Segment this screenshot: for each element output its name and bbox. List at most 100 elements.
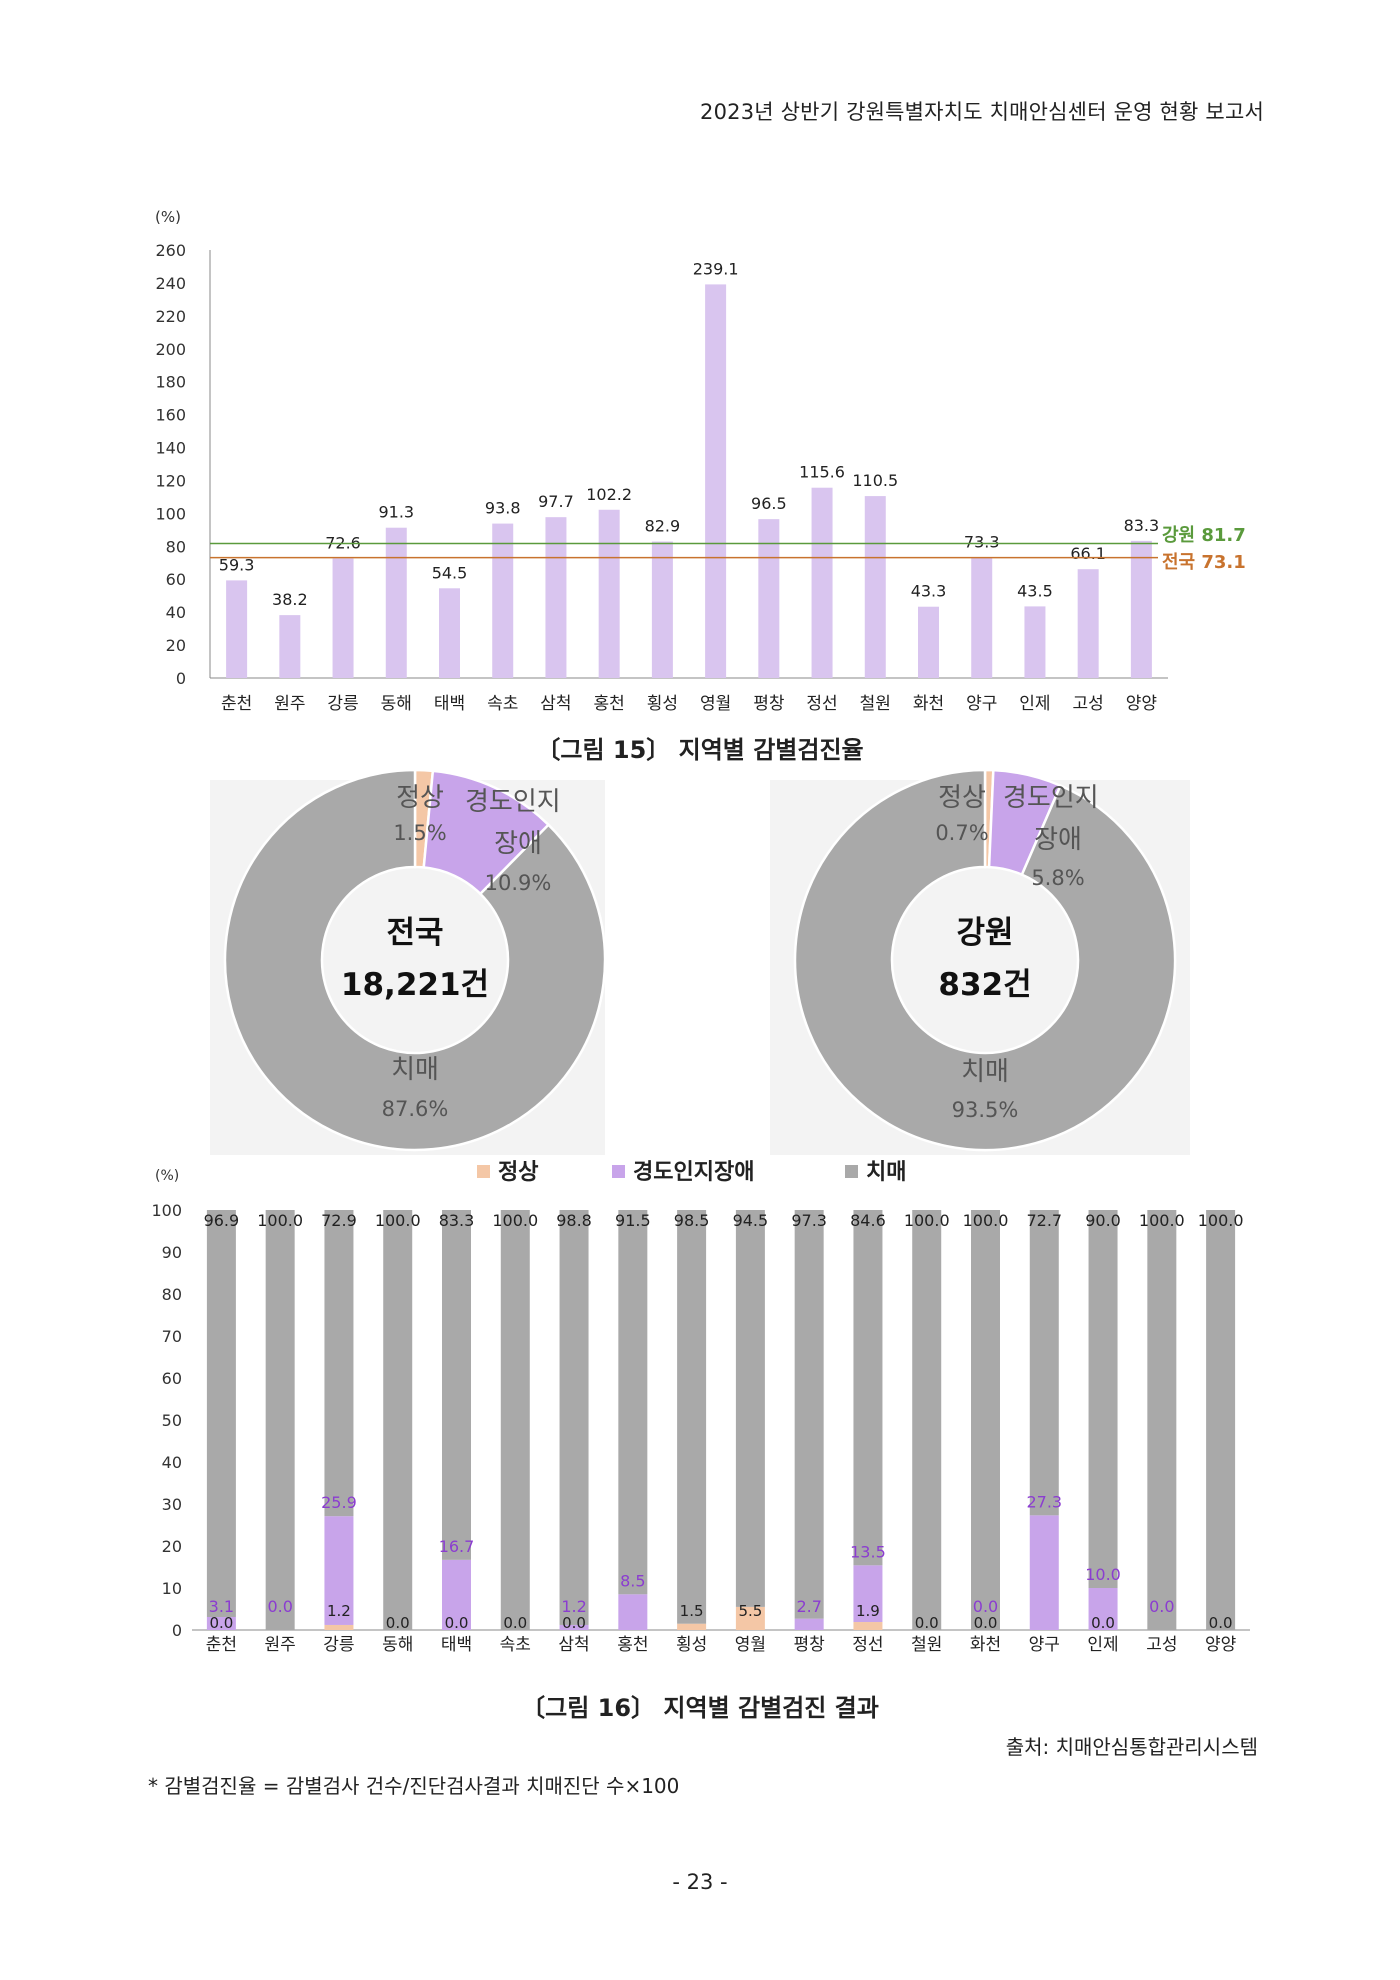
fig15-value-label: 110.5 [852,471,898,490]
fig16-bar-segment [794,1618,824,1630]
fig16-bar-segment [324,1624,354,1630]
fig16-legend-swatch [477,1165,490,1178]
fig16-dementia-label: 90.0 [1085,1211,1121,1230]
fig16-bar-segment [1029,1210,1059,1516]
fig16-bar-segment [206,1210,236,1617]
fig16-normal-label: 1.9 [856,1602,880,1620]
fig15-y-tick: 120 [155,471,186,490]
fig15-category-label: 화천 [913,694,944,714]
fig16-mci-label: 1.2 [561,1597,586,1616]
donut-slice-label: 치매 [391,1055,439,1085]
fig15-category-label: 횡성 [647,694,678,714]
fig16-legend-swatch [612,1165,625,1178]
fig16-normal-label: 0.0 [209,1614,233,1632]
fig16-legend-swatch [845,1165,858,1178]
fig16-bar-segment [324,1516,354,1625]
fig15-value-label: 43.3 [911,582,947,601]
fig15-category-label: 원주 [274,694,305,714]
fig16-y-tick: 80 [162,1285,182,1304]
fig15-category-label: 영월 [700,694,731,714]
fig16-bar-segment [1088,1210,1118,1588]
fig15-category-label: 철원 [860,694,891,714]
fig16-category-label: 화천 [970,1635,1001,1655]
fig16-normal-label: 0.0 [1209,1614,1233,1632]
fig15-reference-label: 전국 73.1 [1162,552,1246,573]
fig16-bar-segment [1088,1588,1118,1630]
fig16-bar-segment [618,1594,648,1630]
source-note: 출처: 치매안심통합관리시스템 [1005,1735,1258,1759]
fig16-bar-segment [677,1623,707,1630]
fig16-dementia-label: 83.3 [439,1211,475,1230]
fig15-bar [864,496,886,678]
fig15-y-tick: 140 [155,439,186,458]
fig16-normal-label: 5.5 [738,1602,762,1620]
fig15-y-tick: 80 [166,537,186,556]
fig15-value-label: 38.2 [272,590,308,609]
fig15-bar [492,523,514,678]
donut-slice-label: 1.5% [393,821,446,845]
fig15-reference-label: 강원 81.7 [1162,525,1246,546]
fig15-category-label: 삼척 [540,694,571,714]
donut-charts: 전국 18,221건 정상 1.5% 경도인지장애 10.9% 치매 87.6% 강원 832건 정… [210,768,1190,1155]
donut-slice-label: 93.5% [952,1098,1019,1122]
fig15-value-label: 239.1 [693,259,739,278]
donut-center-title: 강원 [956,915,1013,951]
donut-slice-label: 경도인지 [465,787,561,817]
fig15-bar [1024,606,1046,678]
fig15-bar [918,606,939,678]
fig15-bar-chart: (%) 0 20 40 60 80 100 120 140 160 180 200 220 240 260 5… [155,208,1246,714]
fig15-value-label: 83.3 [1124,516,1160,535]
fig16-category-label: 속초 [500,1635,531,1655]
fig15-bar [811,487,833,678]
fig16-category-label: 삼척 [558,1635,589,1655]
fig15-caption: 〔그림 15〕 지역별 감별검진율 [536,736,864,764]
fig16-legend-label: 경도인지장애 [633,1160,754,1185]
fig16-y-tick: 60 [162,1369,182,1388]
fig16-y-tick: 70 [162,1327,182,1346]
fig16-bar-segment [559,1210,589,1625]
fig15-bar [545,517,567,678]
fig15-y-tick: 20 [166,636,186,655]
fig16-y-tick: 10 [162,1579,182,1598]
fig16-bar-segment [794,1210,824,1619]
fig16-dementia-label: 96.9 [204,1211,240,1230]
fig16-dementia-label: 84.6 [850,1211,886,1230]
fig15-category-label: 양구 [966,694,997,714]
fig16-normal-label: 0.0 [915,1614,939,1632]
fig16-bar-segment [442,1559,471,1630]
donut-slice-label: 장애 [494,829,542,859]
fig16-bar-segment [853,1210,883,1566]
fig15-category-label: 홍천 [594,694,625,714]
donut-slice-label: 정상 [938,783,986,813]
fig15-value-label: 102.2 [586,485,632,504]
fig16-mci-label: 27.3 [1026,1492,1062,1511]
fig15-bar [226,580,248,678]
fig16-bar-segment [1206,1210,1236,1630]
fig15-bar [332,558,354,678]
fig16-normal-label: 0.0 [974,1614,998,1632]
fig16-bar-segment [559,1624,589,1630]
fig15-value-label: 96.5 [751,494,787,513]
donut-center-title: 전국 [386,915,443,951]
fig16-bar-segment [677,1210,707,1624]
donut-slice-label: 10.9% [485,871,552,895]
fig15-bar [1077,569,1099,678]
fig16-dementia-label: 72.9 [321,1211,357,1230]
fig16-dementia-label: 98.5 [674,1211,710,1230]
fig15-category-label: 평창 [753,694,785,714]
fig16-dementia-label: 100.0 [1139,1211,1185,1230]
fig15-category-label: 춘천 [221,694,252,714]
fig16-category-label: 고성 [1146,1635,1177,1655]
fig16-category-label: 원주 [265,1635,296,1655]
fig16-normal-label: 1.2 [327,1602,351,1620]
fig16-legend-label: 치매 [866,1160,906,1185]
fig15-category-label: 강릉 [327,694,358,714]
fig15-y-tick: 100 [155,504,186,523]
fig16-category-label: 춘천 [206,1635,237,1655]
donut-slice-label: 경도인지 [1003,783,1099,813]
fig15-y-tick: 160 [155,406,186,425]
fig16-bar-segment [853,1565,883,1623]
fig15-category-label: 동해 [381,694,412,714]
fig16-dementia-label: 100.0 [257,1211,303,1230]
